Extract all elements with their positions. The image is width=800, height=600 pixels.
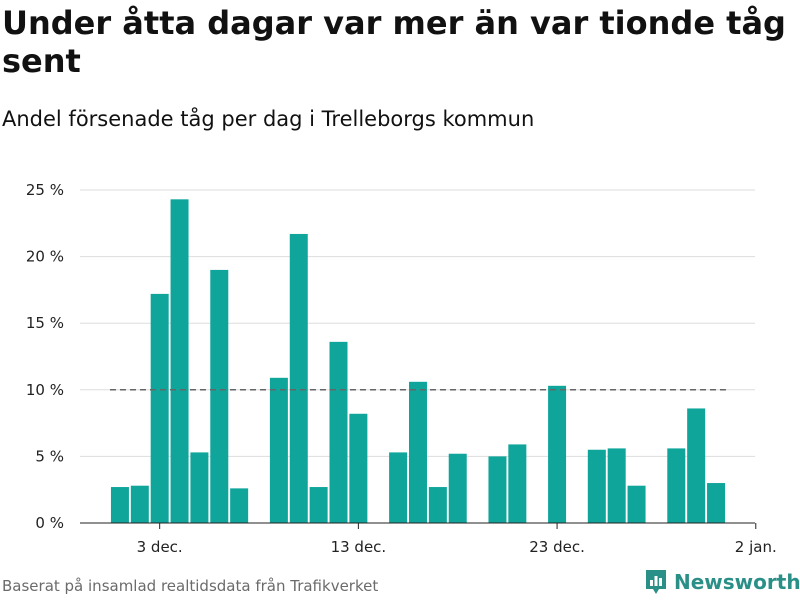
bar bbox=[210, 269, 229, 523]
y-tick-label: 5 % bbox=[35, 447, 64, 465]
bar bbox=[269, 377, 288, 523]
source-note: Baserat på insamlad realtidsdata från Tr… bbox=[2, 577, 379, 595]
bar bbox=[587, 449, 606, 523]
bar bbox=[428, 487, 447, 523]
bar bbox=[349, 413, 368, 523]
bar bbox=[707, 483, 726, 523]
bar bbox=[110, 487, 129, 523]
newsworthy-logo-icon bbox=[646, 570, 666, 594]
bar bbox=[190, 452, 209, 523]
brand-name: Newsworthy bbox=[674, 570, 800, 594]
bar bbox=[289, 233, 308, 523]
bar bbox=[389, 452, 408, 523]
brand-logo: Newsworthy bbox=[644, 568, 800, 596]
chart-subtitle: Andel försenade tåg per dag i Trelleborg… bbox=[2, 107, 535, 131]
chart-title: Under åtta dagar var mer än var tionde t… bbox=[2, 4, 786, 80]
bar bbox=[329, 341, 348, 523]
bar bbox=[548, 385, 567, 523]
x-tick-label: 23 dec. bbox=[529, 538, 585, 556]
y-tick-label: 0 % bbox=[35, 514, 64, 532]
bar bbox=[627, 485, 646, 523]
bars bbox=[110, 199, 726, 523]
x-tick-label: 13 dec. bbox=[331, 538, 387, 556]
x-tick-label: 3 dec. bbox=[137, 538, 183, 556]
y-tick-labels: 0 % 5 % 10 % 15 % 20 % 25 % bbox=[26, 181, 64, 532]
bar bbox=[170, 199, 189, 523]
bar bbox=[130, 485, 149, 523]
y-tick-label: 25 % bbox=[26, 181, 64, 199]
bar-chart: 0 % 5 % 10 % 15 % 20 % 25 % 3 dec. 13 dec. 23 d… bbox=[26, 181, 777, 556]
bar bbox=[508, 444, 527, 523]
y-tick-label: 20 % bbox=[26, 248, 64, 266]
bar bbox=[150, 293, 169, 523]
bar bbox=[230, 488, 249, 523]
bar bbox=[667, 448, 686, 523]
bar bbox=[448, 453, 467, 523]
x-axis: 3 dec. 13 dec. 23 dec. 2 jan. bbox=[80, 522, 777, 556]
y-tick-label: 15 % bbox=[26, 314, 64, 332]
bar bbox=[607, 448, 626, 523]
x-tick-label: 2 jan. bbox=[735, 538, 777, 556]
bar bbox=[309, 487, 328, 523]
bar bbox=[488, 456, 507, 523]
bar bbox=[408, 381, 427, 523]
bar bbox=[687, 408, 706, 523]
y-tick-label: 10 % bbox=[26, 381, 64, 399]
